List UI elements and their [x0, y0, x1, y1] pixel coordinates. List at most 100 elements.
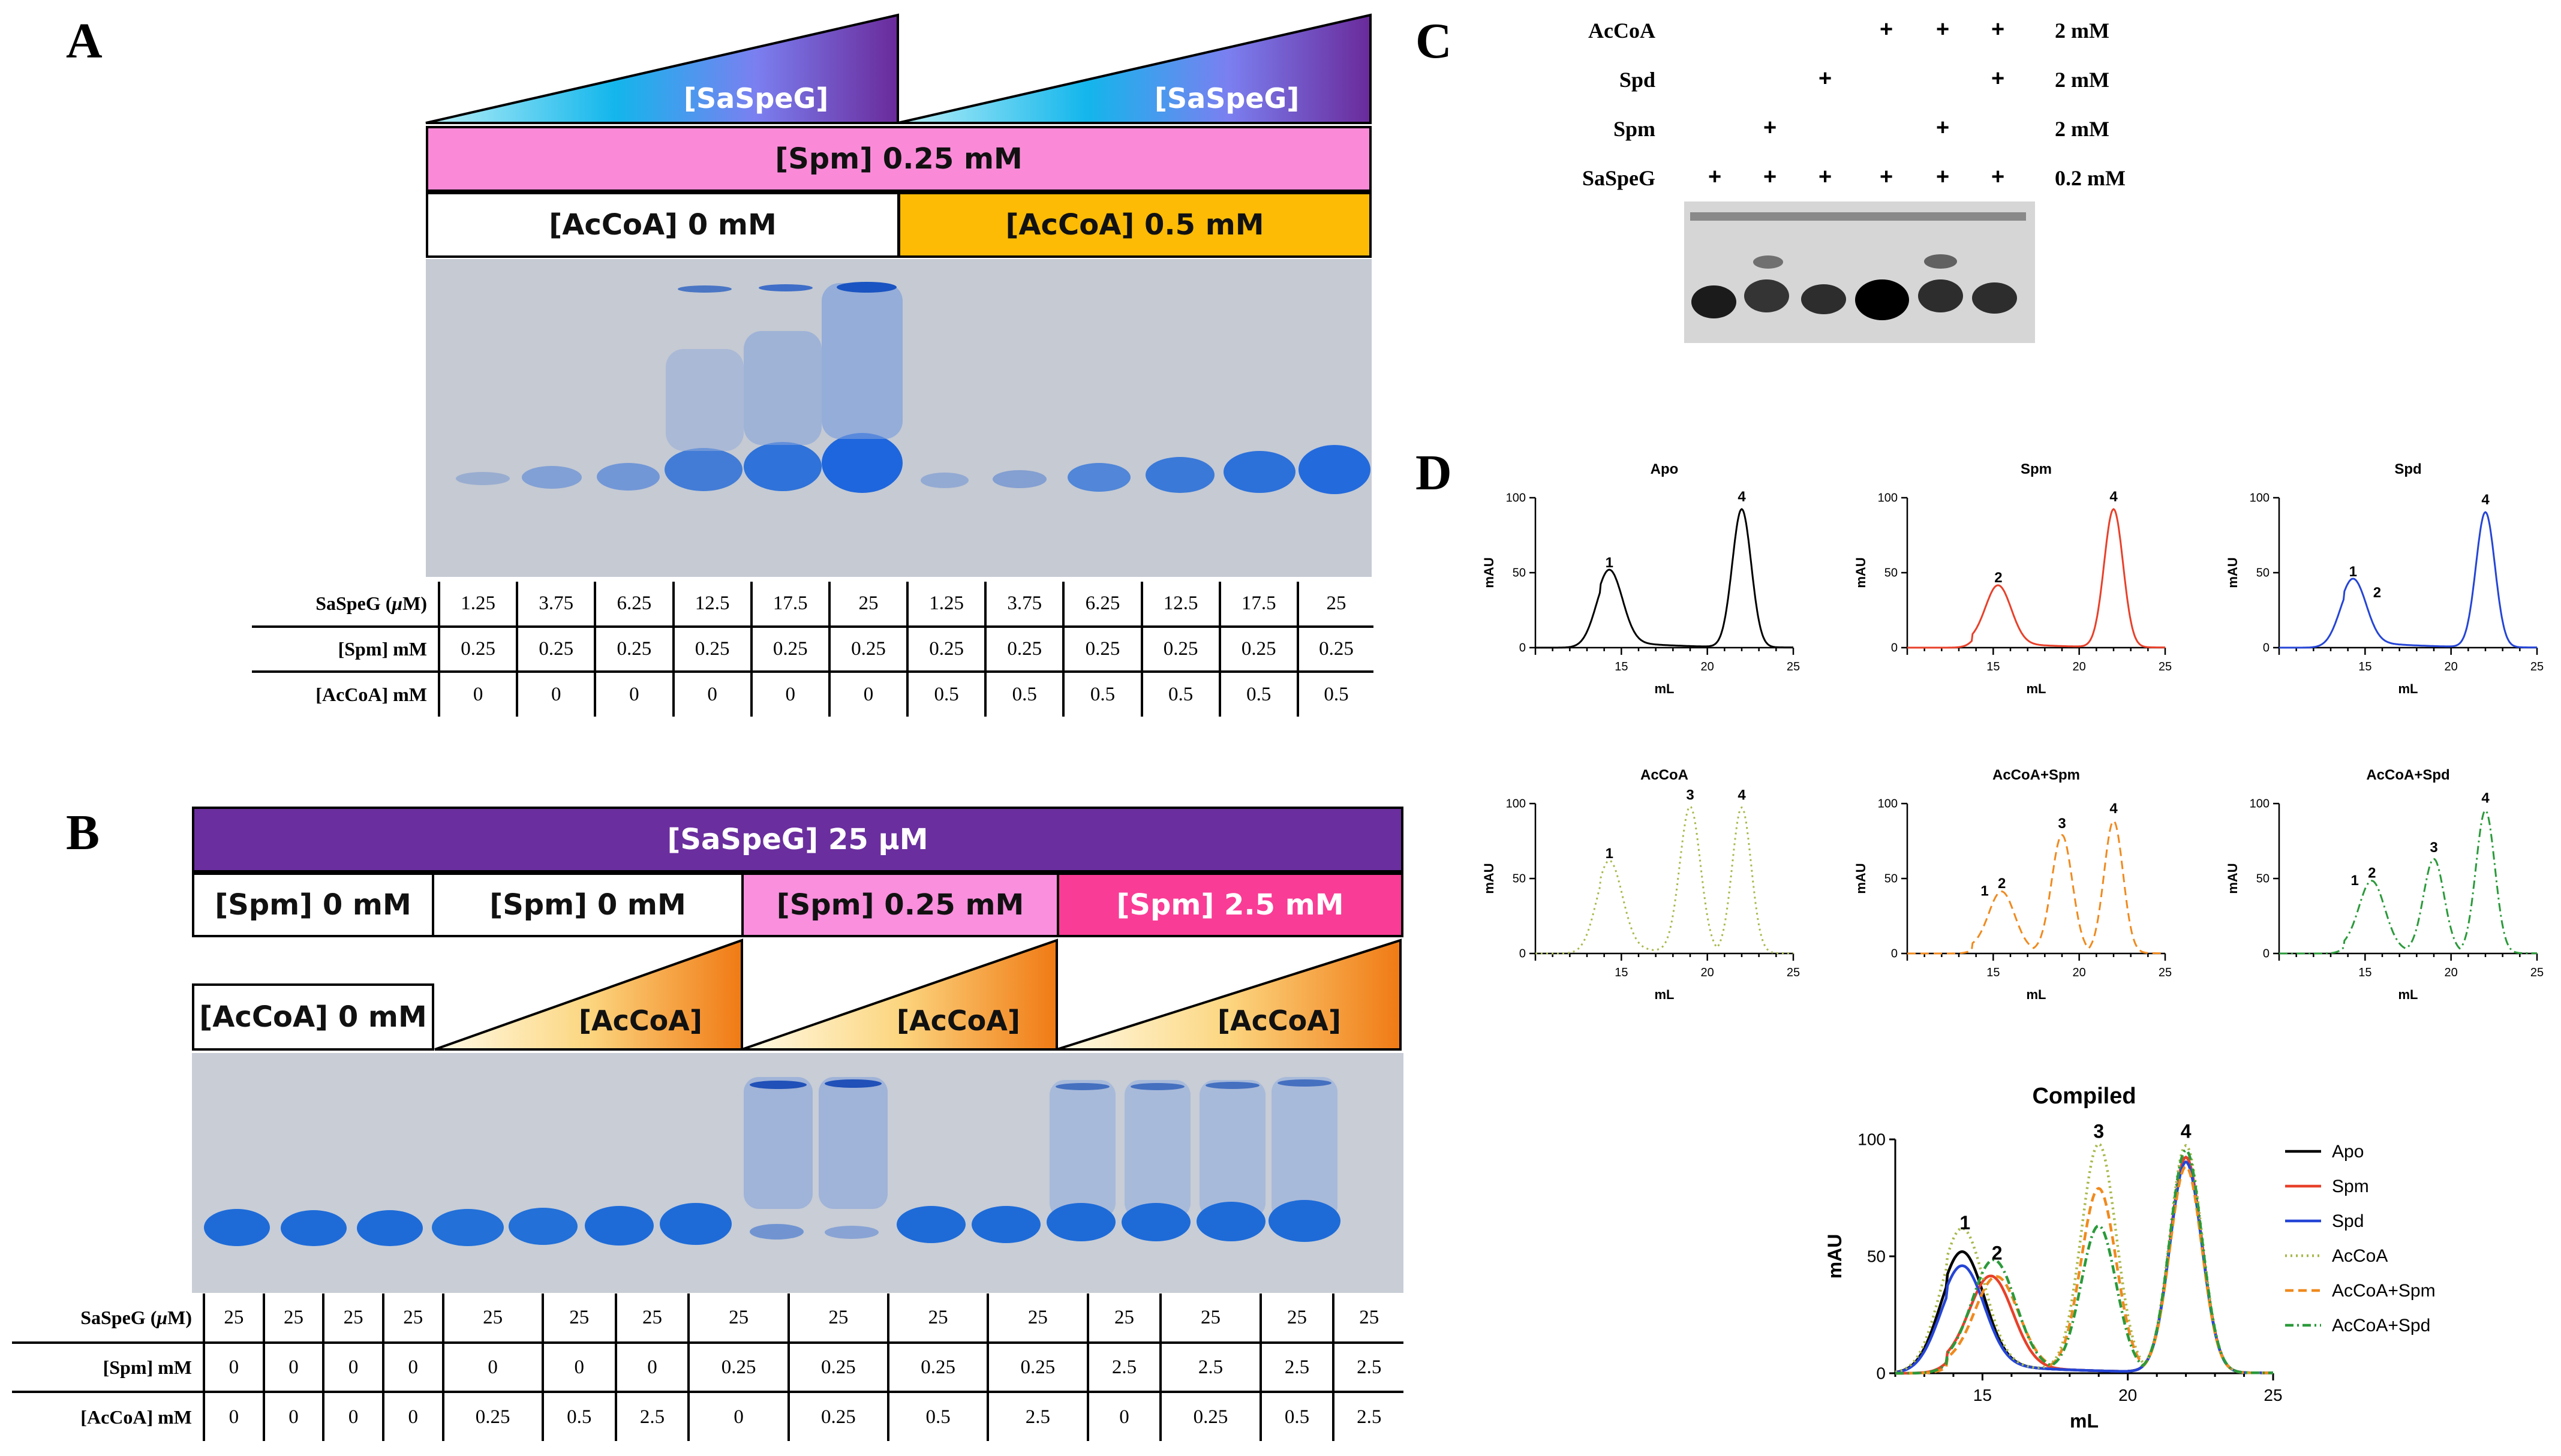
b-saspeg-7: 25: [614, 1293, 689, 1343]
b-spm-4: 0: [381, 1341, 443, 1392]
a-spm-4: 0.25: [672, 625, 752, 672]
plot2-y-label: mAU: [2225, 557, 2240, 588]
plot3-y-label: mAU: [1481, 863, 1496, 894]
a-spm-6: 0.25: [828, 625, 908, 672]
panel-b-saspeg-header: [SaSpeG] 25 μM: [192, 807, 1403, 873]
c-plus-saspeg-5: +: [1936, 164, 1950, 189]
legend-label-accoa-spd: AcCoA+Spd: [2332, 1316, 2430, 1335]
a-spm-2: 0.25: [516, 625, 596, 672]
b-spm-10: 0.25: [886, 1341, 988, 1392]
plot2-peak-label-4: 4: [2481, 492, 2490, 508]
a-saspeg-5: 17.5: [750, 582, 829, 627]
a-saspeg-1: 1.25: [437, 582, 518, 627]
plot1-peak-label-2: 2: [1994, 570, 2002, 586]
a-acoa-1: 0: [437, 670, 518, 717]
b-saspeg-13: 25: [1159, 1293, 1261, 1343]
plot3-peak-label-3: 3: [1686, 787, 1694, 804]
panel-b-spm-header-4: [Spm] 2.5 mM: [1057, 873, 1403, 937]
plot4-peak-label-4: 4: [2109, 801, 2118, 817]
saspeg-gradient-triangle-1: [425, 13, 899, 124]
panel-a-gel-image: [426, 259, 1372, 577]
plot0-title: Apo: [1651, 461, 1679, 477]
plot4-peak-label-3: 3: [2058, 816, 2066, 832]
c-plus-spm-2: +: [1763, 115, 1777, 140]
plot4-y-tick-label-100: 100: [1878, 798, 1898, 811]
legend-label-spd: Spd: [2332, 1211, 2364, 1231]
panel-b-lane-table: SaSpeG (μM) 25 25 25 25 25 25 25 25 25 2…: [12, 1293, 1403, 1441]
panel-label-d: D: [1415, 445, 1452, 501]
panel-b-spm-header-2: [Spm] 0 mM: [432, 873, 744, 937]
saspeg-triangle-label-2: [SaSpeG]: [1155, 82, 1300, 115]
plot2-x-tick-label-20: 20: [2445, 660, 2458, 673]
a-spm-7: 0.25: [906, 625, 986, 672]
b-spm-11: 0.25: [987, 1341, 1088, 1392]
b-saspeg-12: 25: [1086, 1293, 1161, 1343]
plot2-y-tick-label-100: 100: [2250, 492, 2270, 505]
a-acoa-9: 0.5: [1062, 670, 1142, 717]
plot4-series-accoa-spm: [1907, 820, 2165, 955]
a-spm-3: 0.25: [594, 625, 674, 672]
plot1-x-tick-label-20: 20: [2073, 660, 2086, 673]
panel-c-gel-image: [1684, 201, 2035, 343]
b-acoa-5: 0.25: [441, 1391, 543, 1441]
a-spm-1: 0.25: [437, 625, 518, 672]
plot0-y-tick-label-100: 100: [1506, 492, 1526, 505]
plot0-y-tick-label-0: 0: [1519, 642, 1526, 655]
legend-label-apo: Apo: [2332, 1142, 2364, 1162]
row-label-acoa: [AcCoA] mM: [252, 670, 439, 717]
panel-label-a: A: [66, 13, 103, 69]
b-acoa-10: 0.5: [886, 1391, 988, 1441]
plot2-title: Spd: [2394, 461, 2421, 477]
acoa-triangle-label-1: [AcCoA]: [579, 1004, 702, 1037]
plot5-peak-label-4: 4: [2481, 790, 2490, 807]
plot0-x-tick-label-15: 15: [1615, 660, 1628, 673]
plot1-y-tick-label-0: 0: [1891, 642, 1898, 655]
plot3-peak-label-1: 1: [1606, 846, 1613, 862]
a-acoa-11: 0.5: [1218, 670, 1298, 717]
plot0-y-label: mAU: [1481, 557, 1496, 588]
c-plus-spm-5: +: [1936, 115, 1950, 140]
legend-label-accoa-spm: AcCoA+Spm: [2332, 1281, 2436, 1301]
c-plus-saspeg-1: +: [1708, 164, 1722, 189]
b-acoa-1: 0: [203, 1391, 264, 1441]
plot6-peak-label-3: 3: [2093, 1121, 2104, 1142]
plot6-series-accoa: [1895, 1142, 2273, 1374]
b-spm-5: 0: [441, 1341, 543, 1392]
panel-c-condition-grid: AcCoA + + +2 mM Spd + +2 mM Spm + +2 mM SaSpeG + + + +…: [1535, 17, 2195, 342]
plot2-x-tick-label-15: 15: [2358, 660, 2371, 673]
b-spm-12: 2.5: [1086, 1341, 1161, 1392]
plot1-series-spm: [1907, 508, 2165, 649]
plot3-y-tick-label-0: 0: [1519, 947, 1526, 961]
a-spm-11: 0.25: [1218, 625, 1298, 672]
b-acoa-12: 0: [1086, 1391, 1161, 1441]
b-saspeg-2: 25: [262, 1293, 324, 1343]
b-spm-3: 0: [322, 1341, 383, 1392]
plot3-x-label: mL: [1655, 987, 1675, 1002]
b-row-label-saspeg: SaSpeG (μM): [80, 1306, 192, 1328]
plot6-series-accoa-spd: [1895, 1148, 2273, 1375]
panel-a-acoa-header-05: [AcCoA] 0.5 mM: [898, 192, 1372, 258]
plot5-peak-label-3: 3: [2430, 840, 2437, 856]
a-spm-5: 0.25: [750, 625, 829, 672]
b-saspeg-6: 25: [541, 1293, 616, 1343]
a-acoa-12: 0.5: [1296, 670, 1373, 717]
c-row-label-spm: Spm: [1613, 117, 1655, 141]
a-saspeg-12: 25: [1296, 582, 1373, 627]
panel-label-b: B: [66, 805, 100, 861]
plot4-peak-label-1: 1: [1980, 883, 1988, 900]
plot0-x-tick-label-25: 25: [1787, 660, 1800, 673]
b-spm-13: 2.5: [1159, 1341, 1261, 1392]
c-plus-accoa-5: +: [1936, 17, 1950, 42]
row-label-spm: [Spm] mM: [252, 625, 439, 672]
a-saspeg-9: 6.25: [1062, 582, 1142, 627]
a-saspeg-10: 12.5: [1140, 582, 1220, 627]
plot2-series-spd: [2279, 511, 2537, 649]
panel-b-spm-header-3: [Spm] 0.25 mM: [741, 873, 1059, 937]
a-acoa-7: 0.5: [906, 670, 986, 717]
plot5-x-label: mL: [2398, 987, 2418, 1002]
b-saspeg-14: 25: [1259, 1293, 1334, 1343]
c-plus-accoa-6: +: [1991, 17, 2005, 42]
plot4-peak-label-2: 2: [1998, 876, 2006, 892]
b-spm-2: 0: [262, 1341, 324, 1392]
